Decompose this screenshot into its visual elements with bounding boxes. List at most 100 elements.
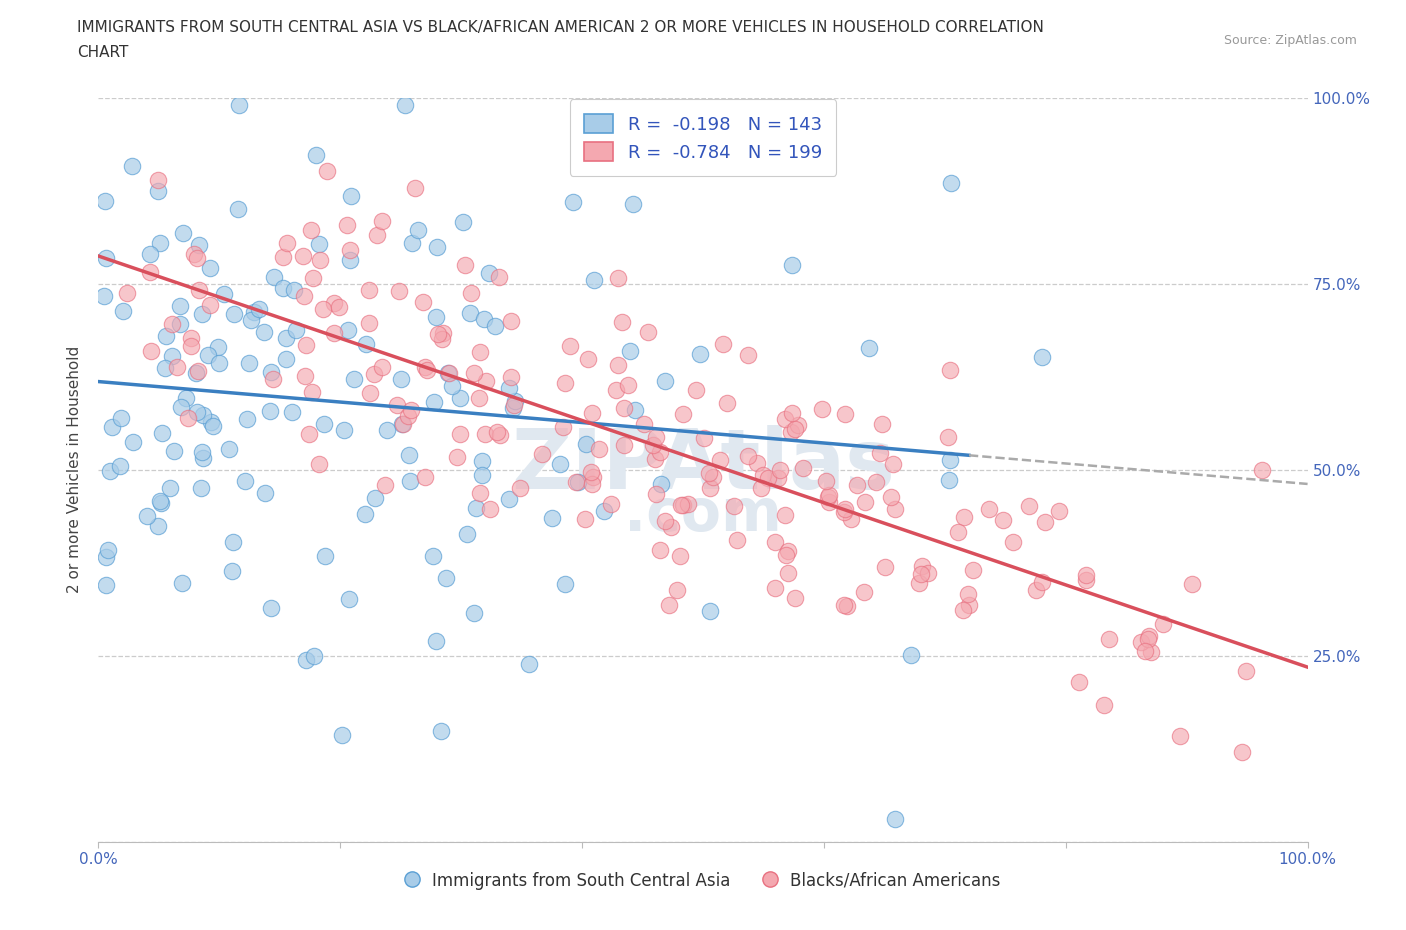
- Point: [1139, 644, 1161, 659]
- Point: [446, 450, 468, 465]
- Point: [737, 448, 759, 463]
- Point: [463, 365, 485, 380]
- Point: [692, 431, 714, 445]
- Legend: Immigrants from South Central Asia, Blacks/African Americans: Immigrants from South Central Asia, Blac…: [399, 865, 1007, 897]
- Point: [478, 265, 501, 280]
- Point: [780, 258, 803, 272]
- Point: [202, 418, 225, 433]
- Point: [236, 411, 259, 426]
- Point: [305, 147, 328, 162]
- Point: [263, 270, 285, 285]
- Point: [224, 306, 246, 321]
- Point: [437, 365, 460, 380]
- Text: CHART: CHART: [77, 45, 129, 60]
- Point: [354, 337, 377, 352]
- Point: [454, 258, 477, 272]
- Point: [775, 547, 797, 562]
- Point: [645, 486, 668, 501]
- Point: [243, 304, 266, 319]
- Point: [763, 580, 786, 595]
- Point: [238, 355, 260, 370]
- Point: [818, 487, 841, 502]
- Point: [938, 472, 960, 487]
- Point: [110, 410, 132, 425]
- Point: [413, 470, 436, 485]
- Point: [1033, 514, 1056, 529]
- Point: [509, 481, 531, 496]
- Point: [371, 360, 394, 375]
- Point: [1031, 574, 1053, 589]
- Point: [485, 425, 508, 440]
- Point: [190, 481, 212, 496]
- Point: [94, 251, 117, 266]
- Point: [749, 481, 772, 496]
- Point: [200, 298, 222, 312]
- Point: [301, 223, 323, 238]
- Point: [766, 471, 789, 485]
- Point: [471, 468, 494, 483]
- Point: [952, 510, 974, 525]
- Point: [702, 469, 724, 484]
- Point: [301, 385, 323, 400]
- Point: [613, 438, 636, 453]
- Point: [429, 724, 451, 738]
- Point: [884, 502, 907, 517]
- Point: [1136, 632, 1159, 647]
- Point: [149, 493, 172, 508]
- Point: [391, 417, 413, 432]
- Point: [530, 447, 553, 462]
- Point: [676, 497, 699, 512]
- Point: [183, 246, 205, 261]
- Point: [470, 486, 492, 501]
- Point: [697, 465, 720, 480]
- Point: [873, 560, 896, 575]
- Point: [737, 347, 759, 362]
- Point: [671, 498, 693, 512]
- Point: [160, 317, 183, 332]
- Point: [747, 456, 769, 471]
- Point: [146, 173, 169, 188]
- Point: [339, 252, 361, 267]
- Point: [187, 364, 209, 379]
- Point: [917, 565, 939, 580]
- Point: [218, 441, 240, 456]
- Point: [463, 605, 485, 620]
- Text: ZIPAtlas: ZIPAtlas: [510, 425, 896, 507]
- Point: [253, 325, 276, 339]
- Point: [488, 270, 510, 285]
- Point: [108, 458, 131, 473]
- Point: [650, 476, 672, 491]
- Point: [254, 485, 277, 500]
- Point: [1152, 617, 1174, 631]
- Point: [1002, 534, 1025, 549]
- Point: [458, 306, 481, 321]
- Point: [853, 495, 876, 510]
- Point: [322, 296, 344, 311]
- Point: [644, 452, 666, 467]
- Point: [582, 470, 605, 485]
- Point: [166, 360, 188, 375]
- Point: [773, 411, 796, 426]
- Point: [139, 344, 162, 359]
- Point: [460, 286, 482, 300]
- Point: [592, 503, 614, 518]
- Point: [162, 348, 184, 363]
- Point: [658, 598, 681, 613]
- Point: [551, 419, 574, 434]
- Point: [423, 394, 446, 409]
- Point: [366, 227, 388, 242]
- Point: [502, 401, 524, 416]
- Point: [94, 193, 117, 208]
- Point: [416, 362, 439, 377]
- Point: [685, 383, 707, 398]
- Point: [336, 322, 359, 337]
- Point: [716, 395, 738, 410]
- Point: [221, 564, 243, 578]
- Point: [900, 647, 922, 662]
- Point: [398, 447, 420, 462]
- Point: [308, 457, 330, 472]
- Point: [285, 323, 308, 338]
- Point: [489, 428, 512, 443]
- Point: [617, 378, 640, 392]
- Point: [484, 319, 506, 334]
